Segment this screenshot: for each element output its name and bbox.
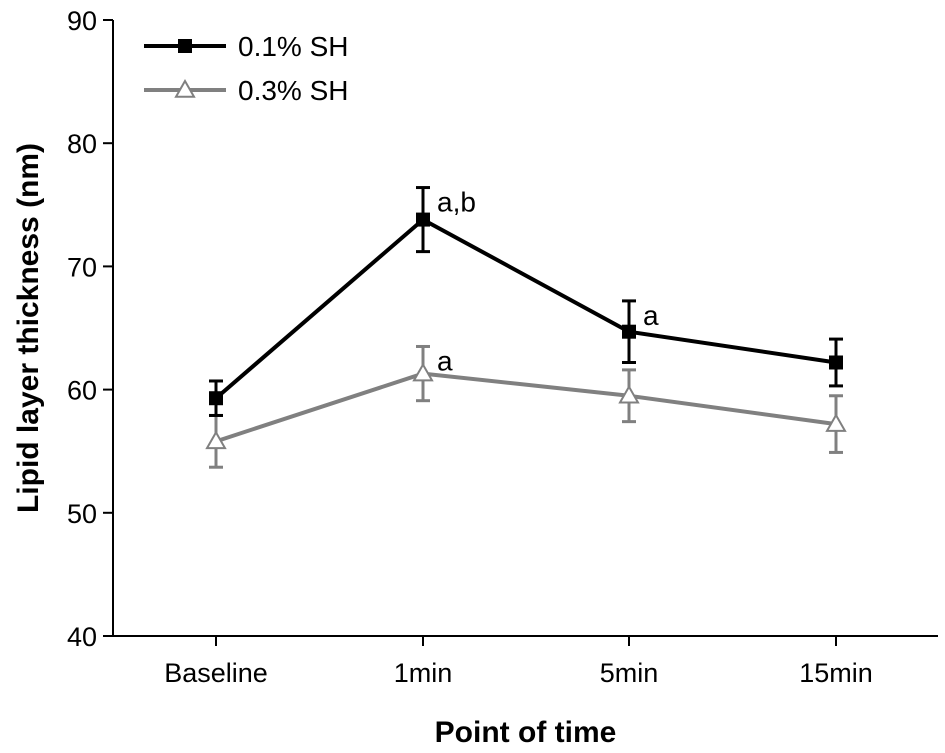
- legend-marker: [178, 39, 192, 53]
- y-tick-label: 40: [67, 622, 97, 652]
- y-axis-title: Lipid layer thickness (nm): [12, 143, 45, 513]
- y-tick-label: 90: [67, 6, 97, 36]
- x-tick-label: Baseline: [164, 658, 268, 688]
- significance-label: a: [643, 300, 659, 331]
- legend: 0.1% SH 0.3% SH: [144, 31, 349, 106]
- data-point: [209, 391, 223, 406]
- data-point: [825, 413, 847, 432]
- x-tick-label: 1min: [394, 658, 453, 688]
- data-point: [205, 430, 227, 450]
- data-point: [622, 324, 636, 339]
- series-line: [214, 217, 837, 400]
- x-tick-label: 5min: [600, 658, 659, 688]
- legend-label: 0.3% SH: [238, 75, 349, 106]
- data-point: [829, 355, 843, 370]
- data-point: [412, 362, 434, 382]
- y-tick-label: 50: [67, 499, 97, 529]
- y-tick-label: 60: [67, 376, 97, 406]
- y-tick-label: 70: [67, 252, 97, 282]
- significance-label: a: [437, 345, 453, 376]
- legend-label: 0.1% SH: [238, 31, 349, 62]
- significance-label: a,b: [437, 187, 476, 218]
- data-point: [618, 384, 640, 404]
- series-1: a: [205, 344, 847, 469]
- legend-item: 0.3% SH: [144, 75, 349, 106]
- plot-area: a a,b a: [205, 186, 847, 469]
- series-0: a,b a: [209, 186, 843, 417]
- x-tick-label: 15min: [799, 658, 873, 688]
- series-line: [215, 371, 837, 444]
- legend-item: 0.1% SH: [144, 31, 349, 62]
- axes: 40 50 60 70 80 90 Baseline 1min 5min 15min: [67, 6, 938, 688]
- legend-marker: [174, 78, 196, 98]
- data-point: [416, 212, 430, 227]
- y-tick-label: 80: [67, 129, 97, 159]
- x-axis-title: Point of time: [435, 716, 617, 749]
